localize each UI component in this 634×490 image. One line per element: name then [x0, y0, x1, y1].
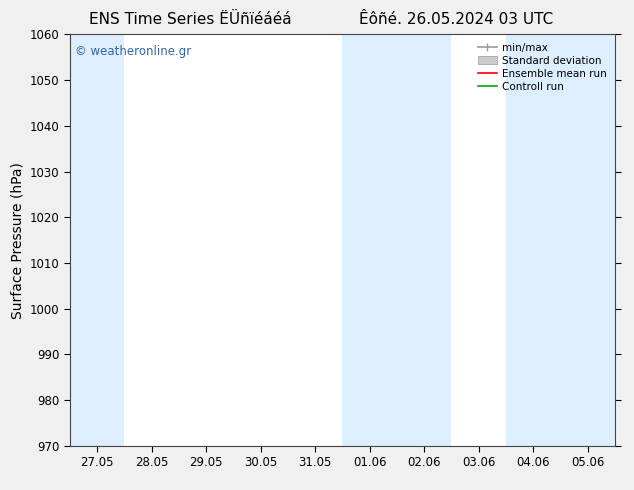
Bar: [506, 34, 615, 446]
Bar: [342, 34, 451, 446]
Text: Êôñé. 26.05.2024 03 UTC: Êôñé. 26.05.2024 03 UTC: [359, 12, 553, 27]
Text: © weatheronline.gr: © weatheronline.gr: [75, 45, 191, 58]
Bar: [70, 34, 124, 446]
Text: ENS Time Series ËÜñïéáéá: ENS Time Series ËÜñïéáéá: [89, 12, 292, 27]
Y-axis label: Surface Pressure (hPa): Surface Pressure (hPa): [10, 162, 24, 318]
Legend: min/max, Standard deviation, Ensemble mean run, Controll run: min/max, Standard deviation, Ensemble me…: [475, 40, 610, 95]
